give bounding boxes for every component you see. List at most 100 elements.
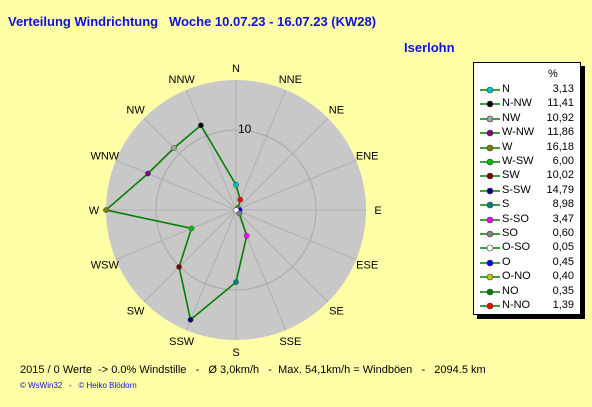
direction-label-ene: ENE	[356, 151, 379, 163]
direction-label-nne: NNE	[279, 74, 302, 86]
spoke-se	[235, 209, 329, 303]
legend-box: % N 3,13 N-NW 11,41 NW 10,92 W-NW 11,86 W 16,18 W-…	[473, 62, 581, 315]
legend-value: 0,35	[552, 284, 574, 297]
point-nw	[171, 145, 177, 151]
legend-item: O-NO 0,40	[474, 270, 580, 284]
legend-item: W 16,18	[474, 141, 580, 155]
legend-item: S-SO 3,47	[474, 213, 580, 227]
ring-label-10: 10	[238, 122, 252, 136]
legend-label: W-SW	[502, 155, 534, 167]
direction-label-wsw: WSW	[91, 259, 120, 271]
spoke-nnw	[185, 89, 237, 211]
legend-value: 0,60	[552, 227, 574, 239]
legend-item: N-NO 1,39	[474, 299, 580, 313]
direction-label-nw: NW	[126, 105, 145, 117]
legend-marker-icon	[480, 158, 500, 166]
legend-label: S-SO	[502, 212, 529, 225]
legend-item: SW 10,02	[474, 169, 580, 183]
direction-label-sw: SW	[127, 305, 145, 317]
legend-label: W-NW	[502, 126, 535, 139]
legend-value: 0,05	[552, 241, 574, 254]
legend-marker-icon	[480, 187, 500, 195]
direction-label-ne: NE	[329, 105, 344, 117]
legend-label: N-NW	[502, 97, 532, 110]
spoke-sw	[143, 209, 237, 303]
legend-label: SW	[502, 169, 520, 182]
legend-marker-icon	[480, 302, 500, 310]
point-se	[236, 210, 243, 217]
legend-label: NW	[502, 111, 521, 124]
spoke-nw	[143, 117, 237, 211]
direction-label-n: N	[232, 63, 240, 75]
point-sse	[243, 232, 250, 239]
legend-marker-icon	[480, 216, 500, 223]
legend-value: 14,79	[546, 183, 574, 196]
legend-value: 11,41	[547, 97, 574, 110]
legend-marker-icon	[480, 101, 500, 108]
legend-item: N-NW 11,41	[474, 97, 580, 111]
legend-item: S 8,98	[474, 198, 580, 212]
legend-value: 1,39	[552, 299, 574, 311]
legend-value: 3,47	[552, 212, 574, 225]
legend-label: NO	[502, 284, 519, 297]
legend-item: O-SO 0,05	[474, 241, 580, 255]
legend-item: NW 10,92	[474, 112, 580, 126]
legend-marker-icon	[480, 201, 500, 209]
legend-label: SO	[502, 227, 518, 239]
point-sw	[176, 264, 182, 270]
legend-value: 10,92	[546, 111, 574, 124]
point-n	[233, 182, 239, 188]
point-nne	[237, 196, 244, 203]
legend-marker-icon	[480, 259, 500, 267]
spoke-wsw	[115, 209, 237, 261]
legend-label: O-SO	[502, 241, 531, 254]
footer-stats: 2015 / 0 Werte -> 0.0% Windstille - Ø 3,…	[20, 364, 486, 376]
ring-10	[155, 129, 317, 291]
point-nnw	[198, 122, 204, 129]
spoke-wnw	[115, 159, 237, 211]
spoke-ssw	[185, 209, 237, 331]
wind-distribution-points	[103, 122, 250, 323]
wind-rose-spokes	[106, 80, 366, 340]
legend-label: N-NO	[502, 299, 531, 311]
legend-marker-icon	[480, 288, 500, 295]
legend-item: O 0,45	[474, 256, 580, 270]
legend-marker-icon	[480, 245, 500, 252]
legend-marker-icon	[480, 129, 500, 137]
direction-labels: N NNE NE ENE E ESE SE SSE S SSW SW WSW W WNW NW NNW	[89, 63, 382, 359]
legend-label: O	[502, 255, 511, 268]
spoke-ne	[235, 117, 329, 211]
legend-item: SO 0,60	[474, 227, 580, 241]
legend-value: 3,13	[552, 83, 574, 95]
legend-marker-icon	[480, 144, 500, 151]
legend-item: W-SW 6,00	[474, 155, 580, 169]
chart-title: Verteilung Windrichtung Woche 10.07.23 -…	[8, 14, 377, 29]
direction-label-nnw: NNW	[169, 74, 196, 86]
legend-label: W	[502, 140, 513, 153]
legend-value: 0,45	[552, 255, 574, 268]
legend-value: 8,98	[552, 198, 574, 211]
direction-label-ssw: SSW	[169, 336, 195, 348]
direction-label-s: S	[232, 347, 239, 359]
direction-label-w: W	[89, 205, 100, 217]
legend-marker-icon	[480, 230, 500, 238]
legend-value: 10,02	[546, 169, 574, 182]
legend-value: 11,86	[547, 126, 574, 139]
legend-value: 16,18	[546, 140, 574, 153]
legend-marker-icon	[480, 115, 500, 123]
spoke-nne	[235, 89, 287, 211]
point-s	[233, 279, 239, 286]
legend-marker-icon	[480, 273, 500, 281]
point-wsw	[188, 225, 195, 232]
legend-label: O-NO	[502, 270, 531, 283]
legend-value: 6,00	[552, 155, 574, 167]
location-label: Iserlohn	[404, 40, 455, 55]
direction-label-e: E	[374, 205, 381, 217]
legend-item: S-SW 14,79	[474, 184, 580, 198]
point-wnw	[145, 170, 151, 177]
legend-label: S-SW	[502, 183, 531, 196]
legend-label: N	[502, 83, 510, 95]
spoke-ese	[235, 209, 357, 261]
direction-label-sse: SSE	[279, 336, 301, 348]
